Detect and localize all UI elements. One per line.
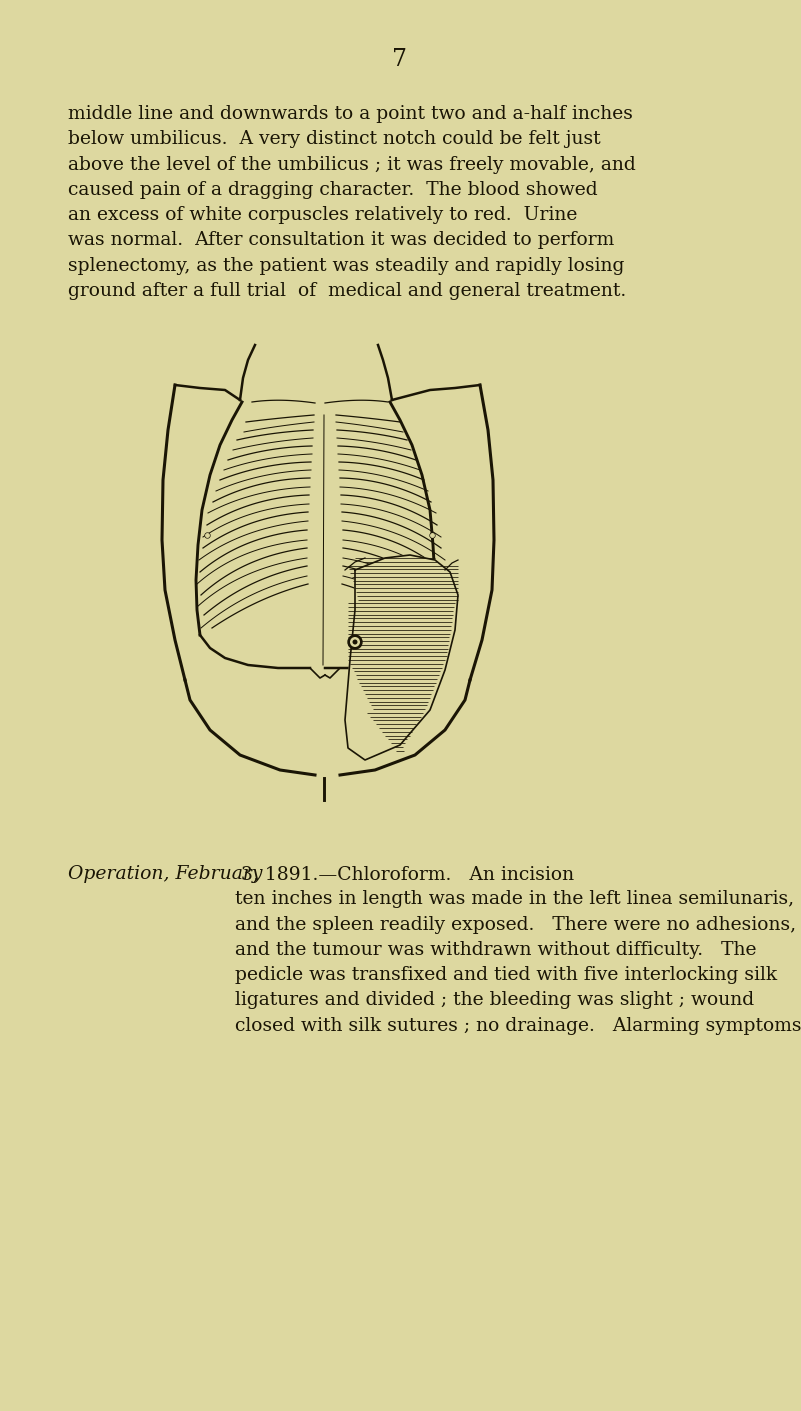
Polygon shape (345, 555, 458, 761)
Circle shape (352, 639, 357, 645)
Text: 3, 1891.—Chloroform.   An incision
ten inches in length was made in the left lin: 3, 1891.—Chloroform. An incision ten inc… (235, 865, 801, 1034)
Text: Operation, February: Operation, February (68, 865, 263, 883)
Circle shape (348, 635, 362, 649)
Text: 7: 7 (392, 48, 408, 72)
Circle shape (350, 636, 360, 648)
Text: middle line and downwards to a point two and a-half inches
below umbilicus.  A v: middle line and downwards to a point two… (68, 104, 636, 301)
